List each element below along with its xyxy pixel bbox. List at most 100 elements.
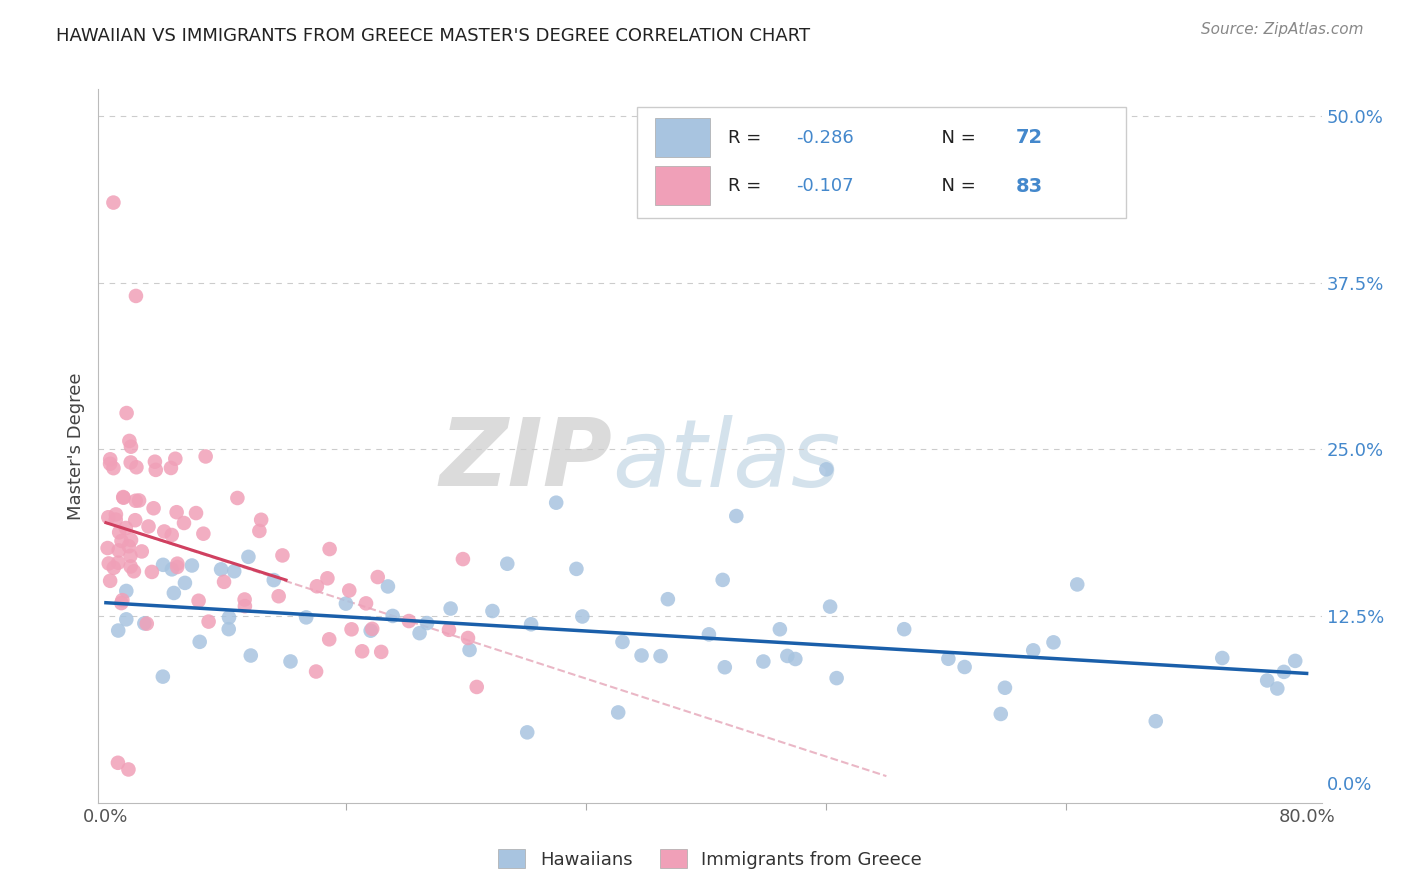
Point	[408, 626, 430, 640]
Point	[893, 622, 915, 636]
Point	[725, 509, 748, 524]
Text: N =: N =	[931, 128, 981, 146]
Point	[142, 501, 165, 516]
Point	[416, 616, 439, 631]
Point	[714, 660, 737, 674]
Legend: Hawaiians, Immigrants from Greece: Hawaiians, Immigrants from Greece	[491, 842, 929, 876]
Point	[381, 609, 404, 624]
Point	[247, 524, 270, 538]
Point	[145, 463, 167, 477]
Point	[209, 562, 232, 576]
Point	[305, 579, 328, 593]
Point	[546, 496, 568, 510]
Point	[117, 763, 139, 777]
Point	[153, 524, 176, 539]
Point	[173, 516, 195, 530]
Text: R =: R =	[728, 178, 768, 195]
Point	[337, 583, 360, 598]
Point	[120, 559, 142, 574]
Point	[271, 549, 294, 563]
Point	[612, 635, 634, 649]
Point	[163, 586, 186, 600]
Point	[571, 609, 593, 624]
Point	[1144, 714, 1167, 728]
Point	[361, 622, 384, 636]
Text: atlas: atlas	[612, 415, 841, 506]
Point	[160, 461, 183, 475]
Point	[107, 543, 129, 558]
Point	[107, 756, 129, 770]
Point	[98, 574, 121, 588]
Point	[120, 533, 142, 547]
Point	[125, 289, 148, 303]
Point	[437, 623, 460, 637]
Point	[815, 462, 838, 476]
Point	[111, 593, 134, 607]
Point	[367, 570, 389, 584]
Point	[104, 508, 127, 522]
Point	[630, 648, 652, 663]
Point	[295, 610, 318, 624]
Point	[104, 513, 127, 527]
Point	[354, 596, 377, 610]
Point	[160, 528, 183, 542]
Point	[1066, 577, 1088, 591]
Point	[657, 592, 679, 607]
Point	[107, 624, 129, 638]
Point	[496, 557, 519, 571]
Point	[465, 680, 488, 694]
Point	[118, 434, 141, 448]
Point	[115, 584, 138, 599]
Point	[131, 544, 153, 558]
Point	[218, 622, 240, 636]
Point	[165, 451, 187, 466]
Point	[166, 557, 188, 571]
Point	[318, 632, 340, 647]
Text: -0.286: -0.286	[796, 128, 853, 146]
Point	[118, 539, 141, 553]
Point	[440, 601, 463, 615]
FancyBboxPatch shape	[637, 107, 1126, 218]
Point	[160, 562, 183, 576]
Point	[818, 599, 841, 614]
Point	[650, 649, 672, 664]
Point	[115, 612, 138, 626]
Point	[135, 616, 157, 631]
Point	[233, 592, 256, 607]
Text: 72: 72	[1015, 128, 1043, 147]
Point	[239, 648, 262, 663]
Point	[98, 452, 121, 467]
Point	[120, 549, 142, 563]
FancyBboxPatch shape	[655, 118, 710, 157]
Point	[607, 706, 630, 720]
Point	[990, 706, 1012, 721]
Text: -0.107: -0.107	[796, 178, 853, 195]
Point	[451, 552, 474, 566]
Point	[114, 521, 136, 535]
Point	[218, 610, 240, 624]
Point	[152, 558, 174, 572]
Point	[120, 440, 142, 454]
Point	[97, 510, 120, 524]
Point	[166, 560, 188, 574]
Point	[752, 655, 775, 669]
Point	[110, 533, 132, 548]
Point	[481, 604, 503, 618]
Point	[107, 556, 129, 570]
Point	[226, 491, 249, 505]
Point	[953, 660, 976, 674]
Point	[233, 599, 256, 614]
Point	[1256, 673, 1278, 688]
Text: ZIP: ZIP	[439, 414, 612, 507]
Text: HAWAIIAN VS IMMIGRANTS FROM GREECE MASTER'S DEGREE CORRELATION CHART: HAWAIIAN VS IMMIGRANTS FROM GREECE MASTE…	[56, 27, 810, 45]
Text: N =: N =	[931, 178, 981, 195]
Point	[141, 565, 163, 579]
Point	[180, 558, 202, 573]
Point	[193, 526, 215, 541]
Point	[316, 571, 339, 585]
Point	[166, 505, 188, 519]
Point	[122, 564, 145, 578]
Point	[1022, 643, 1045, 657]
Point	[112, 490, 135, 504]
Point	[457, 631, 479, 645]
